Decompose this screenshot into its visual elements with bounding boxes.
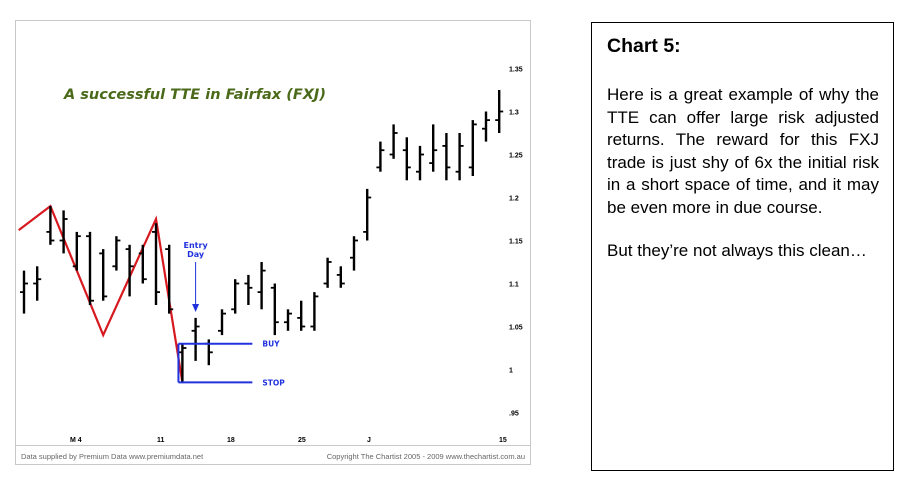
zigzag-trendline [18, 204, 184, 383]
x-tick-label: 18 [227, 437, 235, 444]
price-bar [33, 266, 42, 301]
y-tick-label: 1.1 [509, 282, 519, 289]
price-bar [86, 231, 94, 305]
price-bar [99, 249, 108, 301]
price-bar [297, 300, 306, 331]
price-bar [416, 145, 424, 181]
x-tick-label: 11 [157, 437, 165, 444]
price-bar [257, 262, 266, 310]
chart-outer-frame [15, 20, 531, 465]
y-tick-label: 1.25 [509, 153, 523, 160]
price-bar [284, 309, 292, 331]
y-tick-label: 1.05 [509, 325, 523, 332]
level-label: BUY [262, 340, 280, 349]
y-tick-label: .95 [509, 411, 519, 418]
price-bar [46, 206, 55, 245]
entry-arrow-head [192, 304, 200, 312]
price-bar [336, 266, 345, 288]
price-bar [429, 124, 438, 172]
y-tick-label: 1 [509, 368, 513, 375]
y-tick-label: 1.15 [509, 239, 523, 246]
price-bar [191, 317, 200, 361]
price-bar [402, 137, 411, 181]
price-bar [112, 236, 121, 271]
price-bar [363, 188, 372, 241]
footer-data-credit: Data supplied by Premium Data www.premiu… [21, 452, 204, 461]
price-bar [389, 124, 398, 159]
price-bar [138, 244, 147, 284]
commentary-box: Chart 5: Here is a great example of why … [591, 22, 894, 471]
footer-copyright: Copyright The Chartist 2005 - 2009 www.t… [327, 452, 525, 461]
y-tick-label: 1.2 [509, 196, 519, 203]
price-bar [495, 90, 504, 133]
price-bar [20, 270, 28, 314]
x-tick-label: J [367, 437, 371, 444]
price-bar [455, 133, 464, 181]
price-bar [482, 111, 490, 142]
price-bar [72, 231, 81, 271]
price-bar [125, 244, 134, 297]
price-bar [468, 120, 477, 176]
price-bar [152, 223, 160, 305]
price-bar [165, 244, 174, 314]
x-tick-label: 15 [499, 437, 507, 444]
price-bar [350, 236, 358, 271]
price-bar [218, 309, 226, 336]
level-label: STOP [262, 378, 285, 387]
x-tick-label: M 4 [70, 437, 82, 444]
chart-title: A successful TTE in Fairfax (FXJ) [63, 87, 326, 103]
entry-label: Entry [184, 241, 209, 250]
y-tick-label: 1.3 [509, 110, 519, 117]
commentary-paragraph: Here is a great example of why the TTE c… [607, 85, 879, 217]
y-tick-label: 1.35 [509, 67, 523, 74]
price-bar [59, 210, 68, 254]
price-bar [231, 279, 240, 314]
price-bar [323, 257, 332, 288]
price-bar [376, 141, 385, 172]
x-tick-label: 25 [298, 437, 306, 444]
price-bar [310, 292, 319, 331]
commentary-title: Chart 5: [607, 35, 681, 57]
chart-panel: Entry Day BUY STOP 1.35 1.3 1.25 1.2 1.15 1.1 1.0… [15, 20, 531, 465]
commentary-paragraph: But they’re not always this clean… [607, 241, 867, 260]
entry-label: Day [187, 250, 205, 259]
price-bar [244, 274, 253, 305]
price-bar [442, 133, 451, 181]
price-bar [270, 283, 279, 336]
